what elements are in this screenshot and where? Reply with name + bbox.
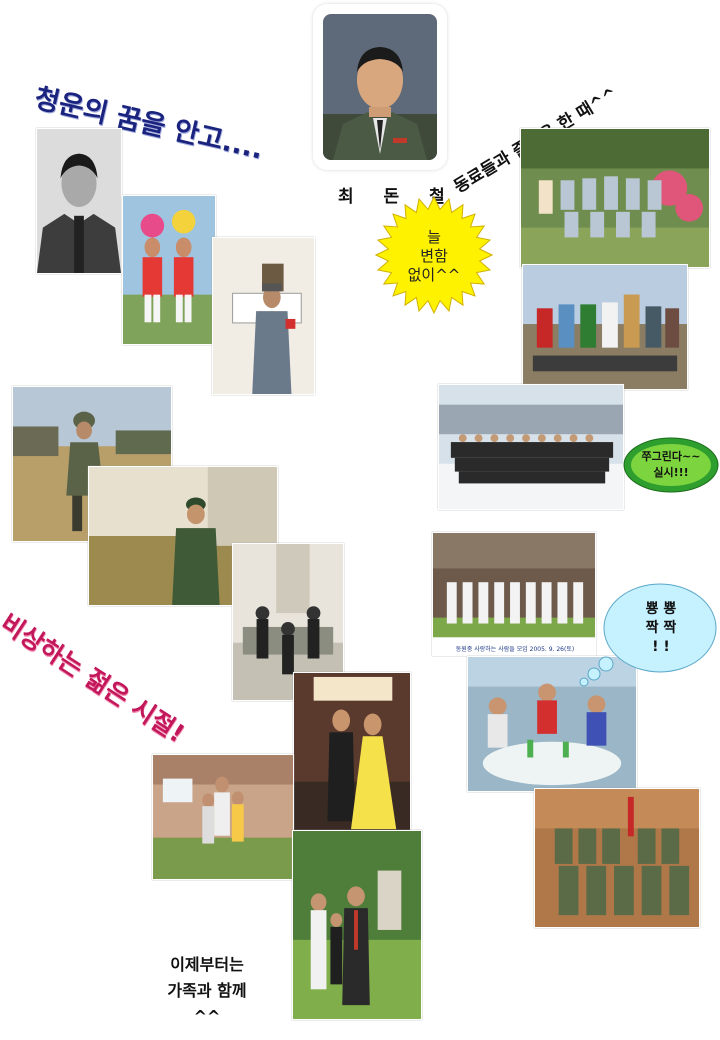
burst-text: 늘 변함 없이^^ (375, 228, 493, 285)
wedding-photo (293, 672, 411, 838)
oval-line: 쭈그린다~~ (641, 450, 701, 463)
oval-line: 실시!!! (653, 466, 689, 479)
dinner-party-photo (467, 656, 637, 792)
military-unit-photo (534, 788, 700, 928)
caption-line: ^^ (193, 1007, 221, 1026)
green-oval-badge (623, 437, 719, 493)
festival-costume-photo (122, 195, 216, 345)
honor-guard-photo (212, 237, 315, 395)
family-park-photo (292, 830, 422, 1020)
yellow-starburst (375, 196, 493, 314)
cloud-line: 짝 짝 (645, 620, 677, 636)
caption-line: 가족과 함께 (167, 981, 247, 1000)
burst-line: 늘 (427, 228, 441, 246)
portrait-frame (315, 6, 445, 168)
cloud-line: ! ! (652, 639, 670, 655)
portrait-photo (323, 14, 437, 160)
cloud-line: 뿅 뿅 (645, 601, 677, 617)
winter-group-photo (438, 384, 624, 510)
group-photo-caption: 동원중 사랑하는 사람들 모임 2005. 9. 26(토) (455, 646, 575, 653)
family-caption: 이제부터는 가족과 함께 ^^ (152, 952, 262, 1030)
reunion-group-photo: 동원중 사랑하는 사람들 모임 2005. 9. 26(토) (432, 532, 596, 656)
thought-cloud (579, 583, 717, 687)
colleagues-garden-photo (520, 128, 710, 268)
oval-text: 쭈그린다~~ 실시!!! (622, 449, 720, 481)
burst-line: 변함 (420, 247, 448, 265)
colleagues-hiking-photo (522, 264, 688, 390)
family-house-photo (152, 754, 294, 880)
caption-line: 이제부터는 (170, 955, 244, 974)
headline-youth: 비상하는 젊은 시절! (0, 608, 190, 749)
cloud-text: 뿅 뿅 짝 짝 ! ! (622, 600, 700, 657)
burst-line: 없이^^ (407, 266, 461, 284)
cadet-portrait-photo (36, 128, 122, 274)
